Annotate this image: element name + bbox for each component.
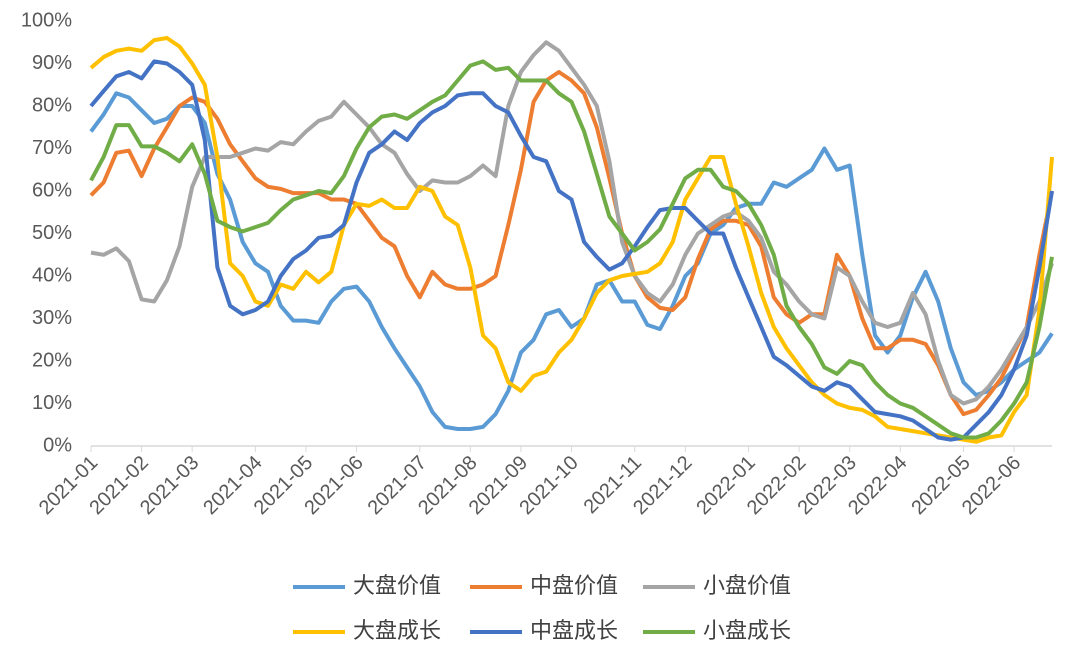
legend-label: 大盘成长 — [353, 618, 441, 643]
y-tick-label: 80% — [32, 94, 72, 116]
series-line — [90, 40, 1054, 406]
legend-label: 大盘价值 — [353, 573, 441, 598]
y-tick-label: 20% — [32, 349, 72, 371]
series-line — [89, 36, 1054, 444]
legend-label: 小盘成长 — [703, 618, 791, 643]
legend-label: 中盘成长 — [530, 618, 618, 643]
series-line — [89, 91, 1054, 431]
y-tick-label: 90% — [32, 52, 72, 74]
series-line — [89, 59, 1054, 440]
y-tick-label: 10% — [32, 392, 72, 414]
y-tick-label: 60% — [32, 179, 72, 201]
y-tick-label: 40% — [32, 264, 72, 286]
y-tick-label: 70% — [32, 137, 72, 159]
y-tick-label: 100% — [21, 9, 72, 31]
y-tick-label: 50% — [32, 222, 72, 244]
series-line — [89, 59, 1054, 442]
legend-label: 小盘价值 — [703, 573, 791, 598]
y-tick-label: 0% — [43, 434, 72, 456]
series-line — [89, 70, 1054, 417]
legend-label: 中盘价值 — [530, 573, 618, 598]
y-tick-label: 30% — [32, 307, 72, 329]
